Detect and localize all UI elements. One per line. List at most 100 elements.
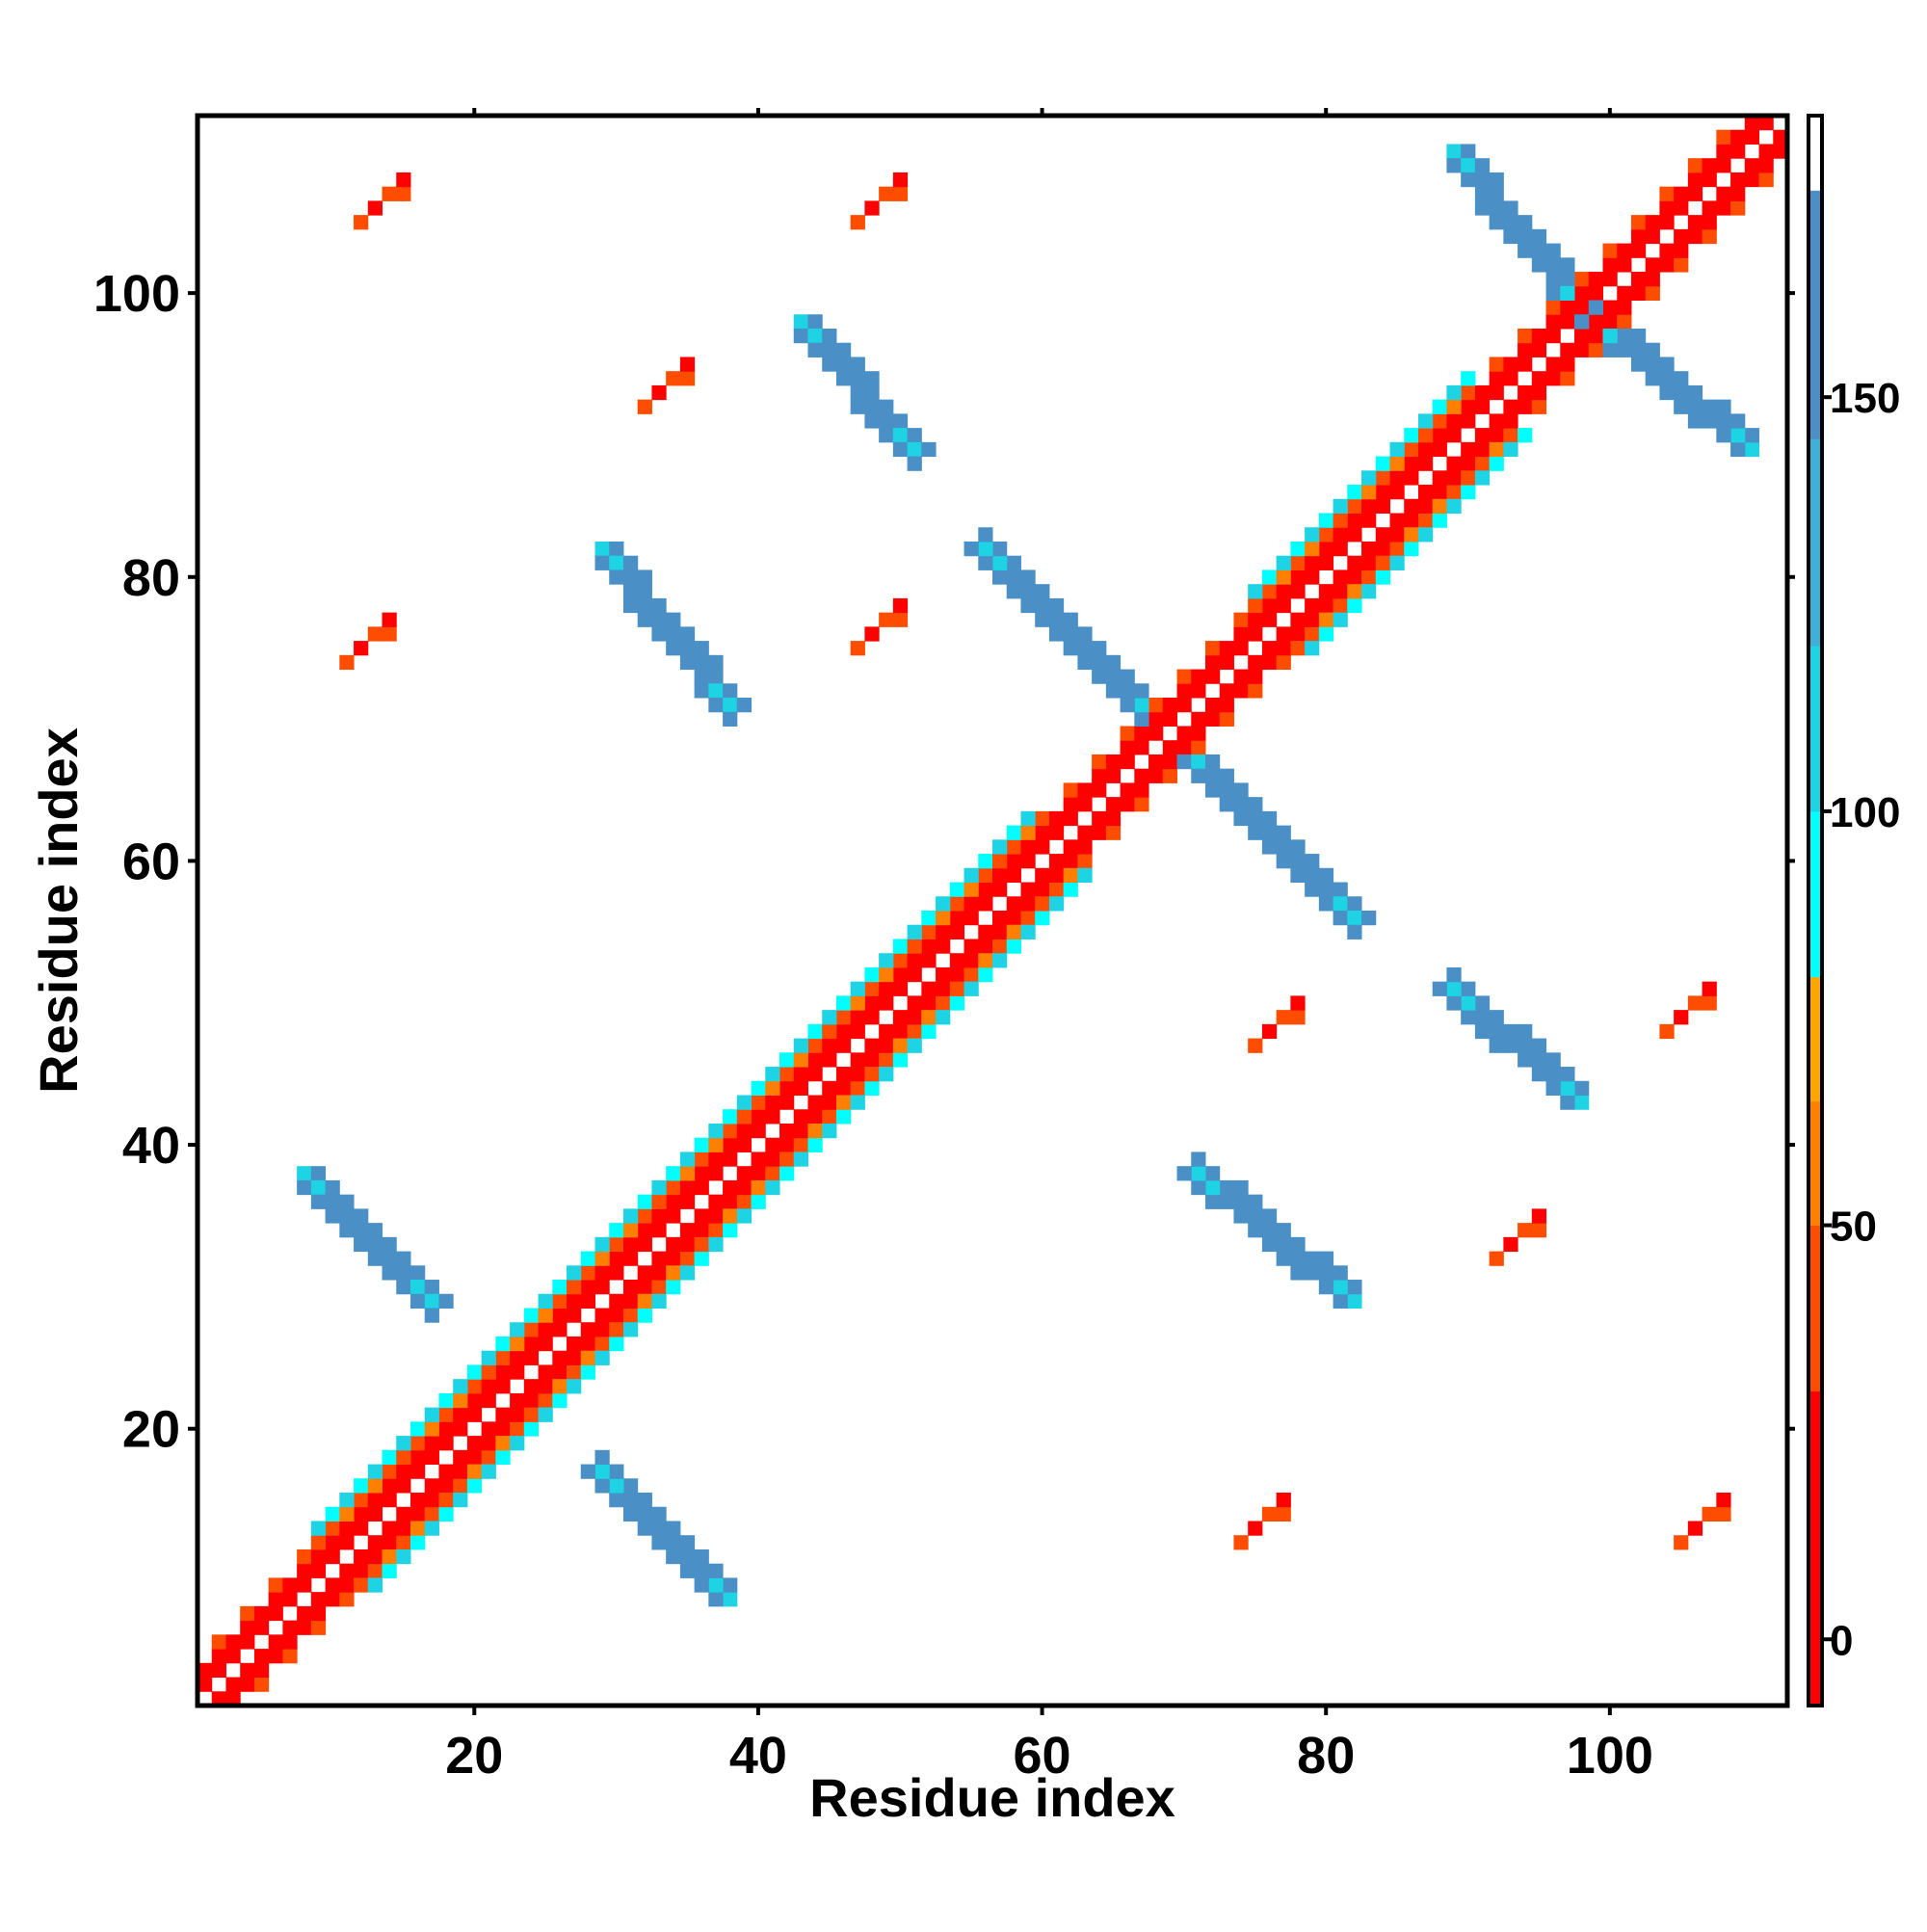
- heatmap-cell: [495, 1364, 511, 1380]
- heatmap-cell: [211, 1649, 226, 1664]
- heatmap-cell: [1219, 711, 1234, 727]
- heatmap-cell: [1630, 285, 1647, 302]
- heatmap-cell: [481, 1350, 496, 1365]
- heatmap-cell: [978, 924, 993, 940]
- heatmap-cell: [1077, 867, 1093, 884]
- heatmap-cell: [424, 1308, 439, 1323]
- heatmap-cell: [424, 1280, 439, 1295]
- heatmap-cell: [1730, 186, 1746, 201]
- heatmap-cell: [921, 911, 937, 926]
- heatmap-cell: [1560, 1080, 1575, 1097]
- heatmap-cell: [396, 1521, 411, 1536]
- heatmap-cell: [1134, 768, 1149, 783]
- heatmap-cell: [1048, 882, 1065, 897]
- heatmap-cell: [1702, 399, 1717, 414]
- heatmap-cell: [510, 1436, 525, 1451]
- heatmap-cell: [1744, 158, 1760, 173]
- heatmap-cell: [438, 1464, 454, 1479]
- heatmap-cell: [1191, 1179, 1206, 1196]
- heatmap-cell: [1518, 428, 1533, 443]
- heatmap-cell: [1702, 228, 1717, 245]
- heatmap-cell: [481, 1436, 496, 1451]
- heatmap-cell: [1489, 215, 1504, 230]
- heatmap-cell: [1361, 569, 1377, 585]
- heatmap-cell: [921, 924, 937, 940]
- heatmap-cell: [1630, 328, 1647, 344]
- heatmap-cell: [850, 1095, 865, 1110]
- heatmap-cell: [424, 1293, 439, 1309]
- heatmap-cell: [424, 1407, 439, 1422]
- heatmap-cell: [850, 384, 865, 401]
- heatmap-cell: [1204, 654, 1221, 671]
- heatmap-cell: [907, 1010, 922, 1025]
- heatmap-cell: [1446, 456, 1462, 471]
- heatmap-cell: [580, 1336, 595, 1352]
- heatmap-cell: [495, 1436, 511, 1451]
- heatmap-cell: [1219, 782, 1234, 798]
- heatmap-cell: [1602, 243, 1618, 258]
- heatmap-cell: [907, 995, 922, 1011]
- heatmap-cell: [1744, 129, 1760, 145]
- heatmap-cell: [1716, 144, 1731, 159]
- heatmap-cell: [651, 384, 667, 401]
- heatmap-cell: [1191, 1166, 1206, 1181]
- heatmap-cell: [310, 1194, 327, 1209]
- heatmap-cell: [679, 1265, 696, 1281]
- heatmap-cell: [580, 1251, 595, 1266]
- heatmap-cell: [1659, 215, 1675, 230]
- heatmap-cell: [552, 1322, 568, 1337]
- heatmap-cell: [907, 966, 922, 983]
- heatmap-cell: [1531, 342, 1547, 357]
- heatmap-cell: [1204, 698, 1221, 713]
- heatmap-cell: [282, 1592, 298, 1607]
- y-tick-label: 80: [122, 549, 180, 607]
- heatmap-cell: [1261, 1208, 1278, 1224]
- heatmap-cell: [992, 555, 1008, 570]
- heatmap-cell: [211, 1634, 226, 1650]
- heatmap-cell: [1191, 726, 1206, 741]
- heatmap-cell: [907, 456, 922, 471]
- y-tick-label: 100: [93, 265, 180, 323]
- heatmap-cell: [1446, 485, 1462, 500]
- heatmap-cell: [1248, 597, 1263, 614]
- heatmap-cell: [879, 399, 894, 414]
- heatmap-cell: [936, 995, 951, 1011]
- heatmap-cell: [1305, 1251, 1320, 1266]
- heatmap-cell: [622, 597, 639, 614]
- heatmap-cell: [580, 1265, 595, 1281]
- heatmap-cell: [949, 882, 965, 897]
- heatmap-cell: [622, 1236, 639, 1253]
- heatmap-cell: [1318, 527, 1334, 543]
- heatmap-cell: [382, 626, 397, 642]
- heatmap-cell: [1560, 272, 1575, 287]
- heatmap-cell: [1361, 470, 1377, 486]
- heatmap-cell: [679, 371, 696, 386]
- heatmap-cell: [736, 1095, 752, 1110]
- heatmap-cell: [1461, 485, 1476, 500]
- heatmap-cell: [594, 541, 610, 557]
- heatmap-cell: [297, 1577, 312, 1593]
- heatmap-cell: [1219, 1179, 1234, 1196]
- heatmap-cell: [1389, 541, 1405, 557]
- heatmap-cell: [879, 1038, 894, 1053]
- heatmap-cell: [1120, 782, 1135, 798]
- heatmap-cell: [1077, 797, 1093, 812]
- heatmap-cell: [1261, 1223, 1278, 1238]
- heatmap-cell: [1375, 470, 1390, 486]
- heatmap-cell: [1674, 371, 1689, 386]
- x-tick-label: 60: [1014, 1727, 1071, 1785]
- heatmap-cell: [835, 1095, 852, 1110]
- colorbar-band: [1808, 116, 1822, 191]
- heatmap-cell: [310, 1521, 327, 1536]
- heatmap-cell: [594, 1336, 610, 1352]
- heatmap-cell: [694, 1563, 709, 1578]
- heatmap-cell: [1361, 485, 1377, 500]
- heatmap-cell: [708, 683, 724, 699]
- heatmap-cell: [1219, 768, 1234, 783]
- heatmap-cell: [1518, 342, 1533, 357]
- heatmap-cell: [438, 1392, 454, 1409]
- heatmap-cell: [694, 683, 709, 699]
- heatmap-cell: [1432, 485, 1447, 500]
- heatmap-cell: [1092, 810, 1107, 827]
- heatmap-cell: [1432, 413, 1447, 429]
